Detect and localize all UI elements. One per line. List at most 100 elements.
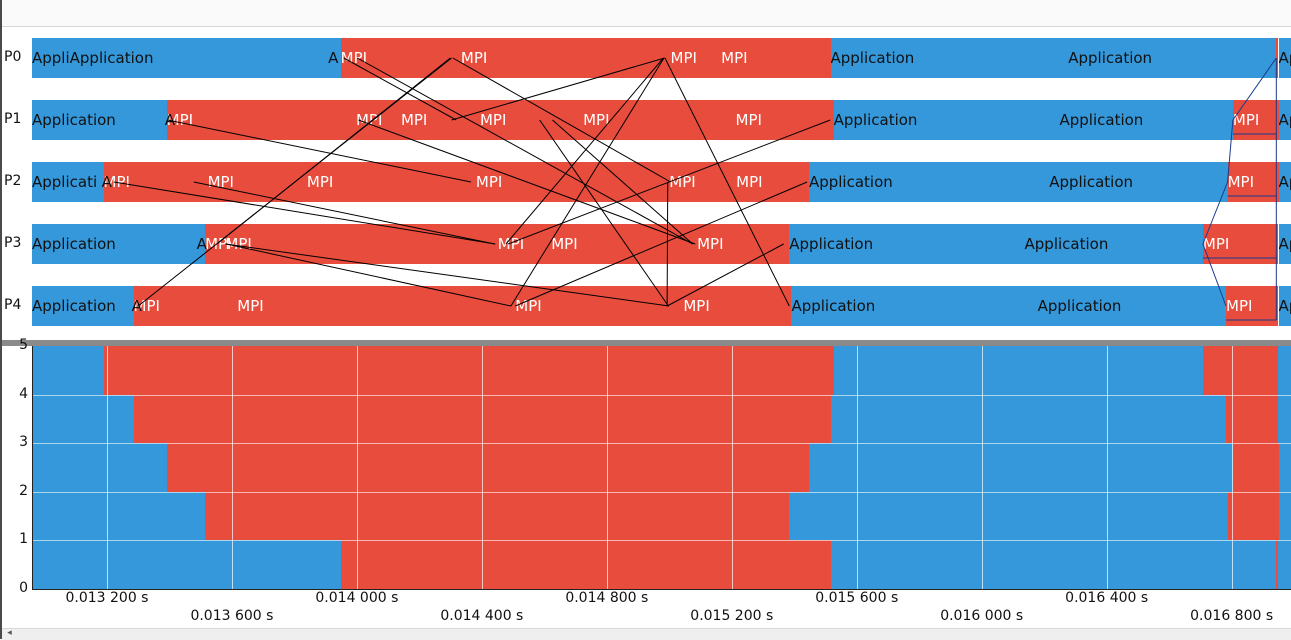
message-line <box>113 181 496 245</box>
application-segment[interactable]: App <box>1278 38 1291 78</box>
histogram-gridline <box>231 346 233 589</box>
message-line <box>1227 119 1234 183</box>
application-label: Application <box>833 111 918 129</box>
x-tick-label: 0.014 800 s <box>565 590 649 606</box>
mpi-label: MPI <box>306 173 334 191</box>
mpi-label: MPI <box>551 235 578 253</box>
mpi-label: MPI <box>340 49 368 67</box>
application-label: Application <box>1024 235 1109 253</box>
message-line <box>1232 57 1277 121</box>
application-segment[interactable]: Applicati <box>32 162 104 202</box>
message-line <box>343 57 457 121</box>
histogram-gridline <box>856 346 858 589</box>
mpi-segment[interactable]: MPI <box>340 38 831 78</box>
rank-label-p2: P2 <box>4 173 22 189</box>
message-line <box>666 181 669 307</box>
mpi-label: MPI <box>497 235 525 253</box>
histogram-gridline <box>32 540 1291 542</box>
application-segment[interactable]: App <box>1278 162 1291 202</box>
message-line <box>451 57 665 121</box>
mpi-label: MPI <box>683 297 710 315</box>
application-label: Application <box>789 235 874 253</box>
mpi-segment[interactable]: MPI <box>166 100 834 140</box>
message-line <box>226 243 512 307</box>
application-label: A <box>101 173 112 191</box>
message-lines <box>113 57 1277 321</box>
rank-label-p0: P0 <box>4 49 22 65</box>
histogram-gridline <box>1106 346 1108 589</box>
message-line <box>552 119 694 245</box>
mpi-segment[interactable]: MPI <box>1232 100 1279 140</box>
histogram-mpi-bar <box>1202 346 1279 395</box>
message-line <box>137 57 452 307</box>
histogram-gridline <box>32 394 1291 396</box>
mpi-label: MPI <box>515 297 542 315</box>
mpi-label: MPI <box>1202 235 1230 253</box>
mpi-segment[interactable]: MPI <box>103 162 809 202</box>
mpi-label: MPI <box>460 49 488 67</box>
timeline-view[interactable]: P0 AppliApplication MPI Application App P1 App… <box>0 28 1291 340</box>
mpi-segment[interactable]: MPI <box>1226 286 1279 326</box>
message-line <box>1202 243 1227 307</box>
histogram-mpi-bar <box>340 540 831 589</box>
application-label: A <box>131 297 142 315</box>
message-line <box>358 119 696 245</box>
application-segment[interactable]: Application <box>830 38 1277 78</box>
message-line <box>666 243 784 307</box>
application-segment[interactable]: App <box>1278 100 1291 140</box>
mpi-segment[interactable]: MPI <box>133 286 792 326</box>
mpi-label: MPI <box>400 111 428 129</box>
rank-label-p1: P1 <box>4 111 22 127</box>
application-segment[interactable]: Application <box>32 100 167 140</box>
application-label: AppliApplication <box>32 49 154 67</box>
mpi-label: MPI <box>1226 297 1253 315</box>
histogram-view[interactable] <box>0 346 1291 590</box>
application-label: Application <box>1049 173 1133 191</box>
histogram-gridline <box>106 346 108 589</box>
histogram-gridline <box>32 491 1291 493</box>
horizontal-scrollbar[interactable] <box>2 628 1291 640</box>
view-splitter[interactable] <box>2 340 1291 346</box>
mpi-label: MPI <box>479 111 507 129</box>
x-tick-label: 0.016 400 s <box>1065 590 1149 606</box>
overview-strip[interactable] <box>2 0 1291 27</box>
mpi-segment[interactable]: MPI <box>1227 162 1279 202</box>
histogram-mpi-bar <box>1226 394 1279 444</box>
histogram-mpi-bar <box>1227 491 1279 541</box>
application-label: Application <box>32 297 116 315</box>
application-segment[interactable]: App <box>1278 286 1291 326</box>
message-line <box>193 181 495 245</box>
histogram-gridline <box>731 346 733 589</box>
application-segment[interactable]: Application <box>32 224 206 264</box>
application-label: Application <box>791 297 876 315</box>
x-tick-label: 0.014 000 s <box>315 590 399 606</box>
mpi-label: MPI <box>735 111 762 129</box>
application-label: Application <box>808 173 893 191</box>
application-label: Application <box>32 111 116 129</box>
application-segment[interactable]: Application <box>789 224 1203 264</box>
application-segment[interactable]: Application <box>808 162 1228 202</box>
application-label: Applicati <box>32 173 98 191</box>
x-tick-label: 0.016 000 s <box>940 608 1024 624</box>
x-tick-label: 0.015 600 s <box>815 590 899 606</box>
histogram-gridline <box>481 346 483 589</box>
application-segment[interactable]: Application <box>791 286 1226 326</box>
histogram-gridline <box>606 346 608 589</box>
histogram-mpi-bar <box>166 443 809 492</box>
application-label: A <box>328 49 339 67</box>
message-line <box>515 181 808 307</box>
application-segment[interactable]: AppliApplication <box>32 38 341 78</box>
mpi-segment[interactable]: MPI <box>1202 224 1279 264</box>
x-tick-label: 0.013 600 s <box>190 608 274 624</box>
application-label: A <box>196 235 207 253</box>
scroll-left-arrow-icon[interactable]: ◂ <box>7 628 12 638</box>
application-segment[interactable]: App <box>1278 224 1291 264</box>
mpi-segment[interactable] <box>1276 38 1279 78</box>
window-left-edge <box>0 0 2 639</box>
rank-label-p3: P3 <box>4 235 22 251</box>
application-label: Application <box>1037 297 1122 315</box>
application-label: Application <box>1068 49 1153 67</box>
application-label: Application <box>1059 111 1144 129</box>
application-segment[interactable]: Application <box>833 100 1233 140</box>
application-segment[interactable]: Application <box>32 286 134 326</box>
